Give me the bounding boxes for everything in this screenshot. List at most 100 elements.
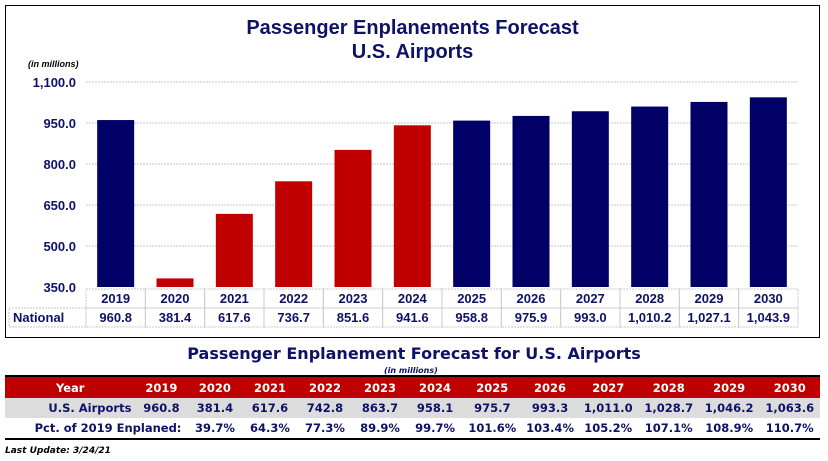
y-tick-label: 1,100.0 xyxy=(33,75,76,90)
header-row: Year 2019 2020 2021 2022 2023 2024 2025 2026 2027… xyxy=(5,377,820,398)
pct-value: 101.6% xyxy=(468,421,517,435)
airports-value: 993.3 xyxy=(531,401,569,415)
y-tick-label: 350.0 xyxy=(43,280,76,295)
forecast-table: Year 2019 2020 2021 2022 2023 2024 2025 2026 2027… xyxy=(5,377,820,440)
table-cell xyxy=(500,288,562,309)
bar-2027 xyxy=(571,111,609,287)
table-cell xyxy=(382,307,443,328)
table-cell xyxy=(738,307,799,328)
year-cell: 2030 xyxy=(773,380,806,395)
table-cell xyxy=(382,288,443,309)
table-cell xyxy=(263,288,324,309)
y-tick-label: 500.0 xyxy=(43,239,76,254)
x-tick-label: 2029 xyxy=(695,291,724,306)
table-cell xyxy=(322,307,384,328)
table-cell xyxy=(560,288,621,309)
table-cell xyxy=(560,307,621,328)
table-cell xyxy=(85,307,146,328)
data-label: 381.4 xyxy=(159,310,192,325)
bar-2019 xyxy=(97,120,135,287)
x-tick-label: 2023 xyxy=(339,291,368,306)
data-label: 958.8 xyxy=(455,310,488,325)
x-tick-label: 2026 xyxy=(517,291,546,306)
table-top-rule xyxy=(5,375,820,377)
y-tick-label: 950.0 xyxy=(43,116,76,131)
x-tick-label: 2027 xyxy=(576,291,605,306)
year-cell: 2020 xyxy=(198,380,231,395)
data-label: 993.0 xyxy=(574,310,607,325)
year-cell: 2029 xyxy=(713,380,746,395)
table-cell xyxy=(204,288,265,309)
x-tick-label: 2020 xyxy=(161,291,190,306)
data-label: 1,043.9 xyxy=(747,310,790,325)
year-cell: 2023 xyxy=(364,380,397,395)
pct-value: 107.1% xyxy=(644,421,693,435)
table-cell xyxy=(738,288,799,309)
airports-value: 863.7 xyxy=(361,401,399,415)
bar-2028 xyxy=(631,106,669,287)
national-row-label: National xyxy=(13,310,64,325)
table-cell xyxy=(144,288,206,309)
data-label: 851.6 xyxy=(337,310,370,325)
data-label: 1,027.1 xyxy=(687,310,730,325)
pct-value: 89.9% xyxy=(360,421,400,435)
table-units: (in millions) xyxy=(384,366,438,375)
table-cell xyxy=(322,288,384,309)
bar-2024 xyxy=(393,125,431,288)
pct-value: 103.4% xyxy=(526,421,574,435)
airports-value: 958.1 xyxy=(416,401,454,415)
bar-2025 xyxy=(453,120,491,287)
airports-value: 975.7 xyxy=(474,401,511,415)
pct-value: 105.2% xyxy=(584,421,633,435)
y-tick-label: 650.0 xyxy=(43,198,76,213)
table-cell xyxy=(85,288,146,309)
year-cell: 2022 xyxy=(308,380,341,395)
table-cell xyxy=(500,307,562,328)
pct-value: 64.3% xyxy=(250,421,290,435)
data-label: 1,010.2 xyxy=(628,310,671,325)
year-cell: 2019 xyxy=(145,380,178,395)
bar-2023 xyxy=(334,149,372,287)
bar-2021 xyxy=(215,213,253,287)
airports-value: 1,028.7 xyxy=(644,401,694,415)
data-label: 617.6 xyxy=(218,310,251,325)
y-tick-label: 800.0 xyxy=(43,157,76,172)
chart-title-line1: Passenger Enplanements Forecast xyxy=(246,17,579,39)
x-tick-label: 2021 xyxy=(220,291,249,306)
bar-chart: 350.0 500.0 650.0 800.0 950.0 1,100.0 Nationa… xyxy=(8,75,799,328)
table-cell xyxy=(263,307,324,328)
table-cell xyxy=(204,307,265,328)
chart-frame: Passenger Enplanements Forecast U.S. Air… xyxy=(5,5,820,338)
pct-label: Pct. of 2019 Enplaned: xyxy=(34,421,182,435)
table-cell xyxy=(619,288,680,309)
year-header: Year xyxy=(55,380,85,395)
bar-2022 xyxy=(275,181,313,287)
table-title: Passenger Enplanement Forecast for U.S. … xyxy=(187,344,641,363)
x-tick-label: 2019 xyxy=(101,291,130,306)
x-tick-label: 2024 xyxy=(398,291,428,306)
airports-value: 617.6 xyxy=(251,401,289,415)
units-label: (in millions) xyxy=(28,59,79,69)
bar-2030 xyxy=(749,97,787,287)
airports-value: 1,011.0 xyxy=(583,401,633,415)
year-cell: 2027 xyxy=(592,380,625,395)
bar-2026 xyxy=(512,115,550,287)
pct-value: 110.7% xyxy=(765,421,814,435)
x-tick-label: 2022 xyxy=(279,291,308,306)
last-update: Last Update: 3/24/21 xyxy=(5,446,111,456)
airports-label: U.S. Airports xyxy=(48,401,132,415)
year-cell: 2026 xyxy=(534,380,567,395)
airports-value: 381.4 xyxy=(196,401,234,415)
table-cell xyxy=(144,307,206,328)
chart-title: Passenger Enplanements Forecast U.S. Air… xyxy=(6,16,819,64)
x-tick-label: 2028 xyxy=(635,291,664,306)
airports-value: 742.8 xyxy=(306,401,344,415)
data-label: 736.7 xyxy=(277,310,310,325)
data-label: 975.9 xyxy=(515,310,548,325)
pct-value: 108.9% xyxy=(705,421,754,435)
bar-2020 xyxy=(156,278,194,287)
year-cell: 2025 xyxy=(476,380,509,395)
x-tick-label: 2025 xyxy=(457,291,486,306)
x-tick-label: 2030 xyxy=(754,291,783,306)
year-cell: 2021 xyxy=(253,380,286,395)
